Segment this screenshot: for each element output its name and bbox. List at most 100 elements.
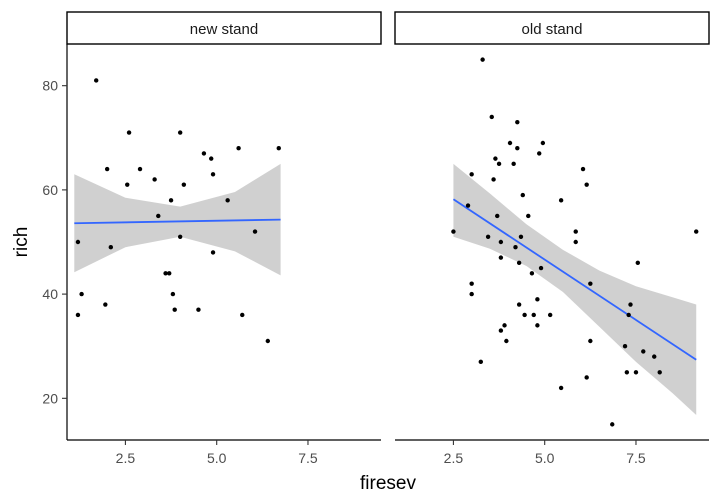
data-point <box>495 213 500 219</box>
x-tick-label: 2.5 <box>116 450 136 466</box>
data-point <box>163 271 168 276</box>
x-tick-label: 5.0 <box>535 450 555 466</box>
data-point <box>507 140 513 146</box>
data-point <box>104 166 110 172</box>
data-point <box>573 229 578 234</box>
data-point <box>535 297 540 302</box>
data-point <box>469 172 474 177</box>
data-point <box>276 146 281 151</box>
data-point <box>485 234 491 239</box>
data-point <box>177 130 183 135</box>
data-point <box>478 359 484 365</box>
x-tick-label: 2.5 <box>444 450 464 466</box>
data-point <box>538 265 544 271</box>
data-point <box>526 213 531 219</box>
data-point <box>584 182 589 187</box>
facet-strip-old-stand: old stand <box>394 11 710 45</box>
regression-line <box>452 198 697 361</box>
data-point <box>652 354 657 359</box>
data-point <box>265 338 271 344</box>
data-point <box>156 213 161 219</box>
data-point <box>573 239 578 245</box>
data-point <box>529 271 535 276</box>
data-point <box>491 177 496 182</box>
data-point <box>626 312 631 318</box>
y-tick-label: 40 <box>42 286 58 302</box>
data-point <box>516 302 522 307</box>
x-tick-label: 5.0 <box>207 450 227 466</box>
data-point <box>210 172 216 177</box>
data-point <box>172 307 177 312</box>
x-tick-label: 7.5 <box>626 450 646 466</box>
data-point <box>624 370 630 375</box>
facet-strip-label: new stand <box>190 21 258 38</box>
data-point <box>103 302 108 307</box>
panel-new-stand <box>74 78 281 344</box>
data-point <box>240 312 245 318</box>
data-point <box>225 198 230 203</box>
data-point <box>520 192 525 198</box>
data-point <box>657 370 662 375</box>
regression-line <box>74 218 281 225</box>
data-point <box>209 156 214 161</box>
y-axis-title: rich <box>11 227 32 258</box>
data-point <box>496 161 502 167</box>
y-tick-label: 20 <box>42 390 58 406</box>
data-point <box>125 182 130 187</box>
data-point <box>498 328 504 333</box>
x-axis-title: firesev <box>360 473 416 494</box>
data-point <box>236 146 241 151</box>
panel-old-stand <box>451 57 699 427</box>
data-point <box>94 78 99 83</box>
data-point <box>588 338 593 344</box>
data-point <box>168 198 174 203</box>
data-point <box>126 130 132 135</box>
x-tick-label: 7.5 <box>298 450 318 466</box>
data-point <box>196 307 201 312</box>
data-point <box>469 281 474 286</box>
y-tick-label: 60 <box>42 182 58 198</box>
data-point <box>504 338 509 344</box>
data-point <box>522 312 527 318</box>
data-point <box>540 140 546 146</box>
data-point <box>511 161 516 167</box>
facet-strip-new-stand: new stand <box>66 11 382 45</box>
data-point <box>210 250 216 255</box>
data-point <box>558 198 564 203</box>
data-point <box>641 349 646 354</box>
data-point <box>580 166 586 172</box>
data-point <box>201 151 207 156</box>
y-tick-label: 80 <box>42 78 58 94</box>
data-point <box>75 312 81 318</box>
data-point <box>622 344 628 349</box>
data-point <box>170 291 176 297</box>
data-point <box>108 245 114 250</box>
data-point <box>252 229 258 234</box>
data-point <box>480 57 485 62</box>
data-point <box>493 156 498 161</box>
data-point <box>152 177 157 182</box>
confidence-band <box>74 163 281 276</box>
data-point <box>513 245 518 250</box>
data-point <box>694 229 699 234</box>
confidence-band <box>453 163 697 415</box>
data-point <box>177 234 183 239</box>
data-point <box>633 370 639 375</box>
data-point <box>137 166 143 172</box>
data-point <box>498 255 504 260</box>
data-point <box>518 234 524 239</box>
data-point <box>537 151 542 156</box>
facet-strip-label: old stand <box>522 21 583 38</box>
data-point <box>465 203 471 208</box>
data-point <box>167 271 172 276</box>
data-point <box>451 229 456 234</box>
data-point <box>535 323 540 328</box>
facet-strip-box <box>66 11 382 45</box>
data-point <box>558 385 564 391</box>
axes: 20 40 60 80 2.5 5.0 7.5 2.5 5.0 7.5 <box>42 44 709 466</box>
data-point <box>610 422 615 427</box>
data-point <box>75 239 81 245</box>
data-point <box>516 260 522 266</box>
facet-strip-box <box>394 11 710 45</box>
